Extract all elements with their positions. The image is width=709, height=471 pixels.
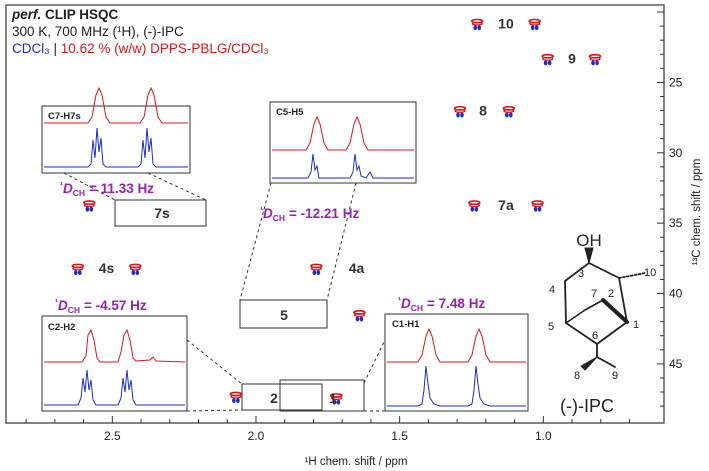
y-tick-label: 30	[669, 146, 683, 160]
header-title: perf. CLIP HSQC	[12, 6, 118, 23]
atom-label-10: 10	[644, 267, 656, 279]
cross-peak	[470, 18, 484, 31]
legend-pblg: 10.62 % (w/w) DPPS-PBLG/CDCl₃	[60, 41, 269, 56]
svg-text:7s: 7s	[154, 205, 170, 221]
legend-cdcl3: CDCl₃	[12, 41, 50, 56]
zoom-box-1: 1	[279, 379, 365, 412]
coupling-label-1: ¹DCH = 7.48 Hz	[398, 295, 485, 313]
header-title-rest: CLIP HSQC	[45, 7, 119, 22]
coupling-label-5: ¹DCH = -12.21 Hz	[260, 205, 359, 223]
inset-blue-trace	[44, 369, 185, 406]
svg-text:5: 5	[280, 307, 288, 323]
molecule-substituent: OH	[576, 231, 602, 250]
atom-label-7: 7	[591, 288, 597, 300]
inset-blue-trace	[387, 365, 526, 407]
inset-c5-h5: C5-H5	[269, 101, 417, 184]
atom-label-2: 2	[608, 288, 614, 300]
inset-red-trace	[387, 327, 526, 363]
x-tick-label: 2.0	[248, 429, 265, 443]
y-axis-label: ¹³C chem. shift / ppm	[691, 159, 703, 266]
svg-text:C5-H5: C5-H5	[276, 107, 304, 118]
y-tick-label: 40	[669, 287, 683, 301]
coupling-label-2: ¹DCH = -4.57 Hz	[55, 297, 147, 315]
atom-label-8: 8	[574, 370, 580, 382]
inset-red-trace	[272, 115, 414, 151]
cross-peak	[129, 263, 142, 276]
y-tick-label: 45	[669, 357, 683, 371]
cross-peak	[541, 53, 554, 66]
x-axis-label: ¹H chem. shift / ppm	[305, 456, 408, 468]
cross-peak	[310, 263, 323, 276]
ipc-molecule-structure	[564, 247, 646, 371]
cross-peak	[531, 200, 544, 212]
atom-label-6: 6	[592, 330, 598, 342]
y-tick-label: 25	[669, 75, 683, 89]
cross-peak	[83, 200, 96, 212]
cross-peak	[229, 391, 243, 404]
inset-red-trace	[44, 86, 188, 124]
connector-lines	[63, 172, 386, 412]
svg-text:C1-H1: C1-H1	[392, 319, 420, 330]
inset-c7-h7s: C7-H7s	[41, 86, 191, 174]
cross-peak	[468, 200, 481, 212]
x-tick-label: 1.5	[391, 429, 408, 443]
cross-peak	[330, 393, 343, 405]
inset-red-trace	[44, 328, 186, 363]
x-tick-label: 1.0	[535, 429, 552, 443]
peak-label: 8	[479, 103, 487, 119]
zoom-box-7s: 7s	[114, 199, 207, 227]
legend-separator: |	[53, 41, 58, 56]
cross-peak	[588, 53, 602, 66]
svg-text:1: 1	[329, 390, 337, 406]
atom-label-9: 9	[612, 370, 618, 382]
cross-peak	[528, 18, 541, 31]
peak-label: 7a	[498, 197, 514, 213]
cross-peak	[453, 105, 467, 118]
plot-frame	[5, 4, 665, 424]
atom-label-1: 1	[633, 319, 639, 331]
svg-text:C2-H2: C2-H2	[48, 322, 75, 333]
zoom-box-5: 5	[239, 299, 328, 329]
peak-label: 4a	[349, 260, 365, 276]
header-title-italic: perf.	[12, 7, 42, 22]
inset-blue-trace	[44, 127, 188, 168]
inset-c2-h2: C2-H2	[41, 315, 188, 412]
cross-peak	[502, 105, 516, 118]
cross-peak	[353, 310, 366, 322]
x-tick-label: 2.5	[104, 429, 121, 443]
peak-label: 9	[568, 50, 576, 66]
atom-label-3: 3	[578, 268, 584, 280]
peak-label: 10	[498, 15, 514, 31]
svg-text:C7-H7s: C7-H7s	[48, 111, 81, 122]
zoom-box-2: 2	[241, 383, 323, 411]
cross-peak	[71, 263, 85, 276]
header-legend: CDCl₃ | 10.62 % (w/w) DPPS-PBLG/CDCl₃	[12, 40, 269, 57]
header-conditions: 300 K, 700 MHz (¹H), (-)-IPC	[12, 24, 184, 39]
molecule-name: (-)-IPC	[560, 396, 614, 416]
inset-c1-h1: C1-H1	[384, 313, 529, 412]
atom-label-5: 5	[548, 321, 554, 333]
y-tick-label: 35	[669, 216, 683, 230]
peak-label: 4s	[99, 260, 115, 276]
coupling-label-7s: ¹DCH = 11.33 Hz	[60, 180, 154, 198]
atom-label-4: 4	[549, 284, 555, 296]
inset-blue-trace	[272, 153, 414, 179]
svg-text:2: 2	[270, 390, 278, 406]
